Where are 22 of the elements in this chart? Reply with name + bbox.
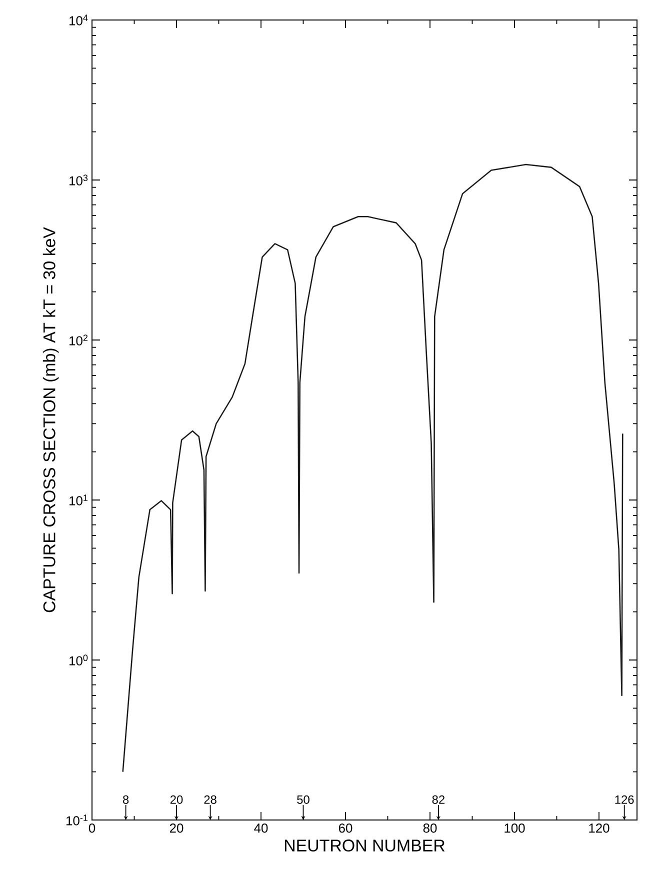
x-tick-label: 80 [423, 824, 437, 833]
x-tick-label: 120 [589, 824, 610, 833]
x-tick-label: 60 [338, 824, 352, 833]
annotation: 28 [204, 795, 216, 804]
annotation: 50 [297, 795, 310, 804]
annotation: 20 [170, 795, 183, 804]
y-axis-title: CAPTURE CROSS SECTION (mb) AT kT = 30 keV [42, 227, 59, 612]
annotation: 82 [432, 795, 444, 804]
x-tick-label: 0 [88, 824, 96, 833]
y-tick-label: 10$^{-1}$ [66, 814, 88, 826]
x-tick-label: 40 [254, 824, 268, 833]
line-series [122, 164, 624, 772]
y-tick-label: 10$^{3}$ [70, 174, 88, 186]
y-tick-label: 10$^{1}$ [70, 494, 88, 506]
y-tick-label: 10$^{4}$ [70, 14, 88, 26]
x-tick-label: 20 [170, 824, 184, 833]
y-tick-label: 10$^{2}$ [70, 334, 88, 346]
annotation: 8 [122, 795, 129, 804]
y-tick-label: 10$^{0}$ [70, 654, 88, 666]
x-tick-label: 100 [504, 824, 525, 833]
x-axis-title: NEUTRON NUMBER [284, 840, 445, 852]
annotation: 126 [615, 795, 634, 804]
